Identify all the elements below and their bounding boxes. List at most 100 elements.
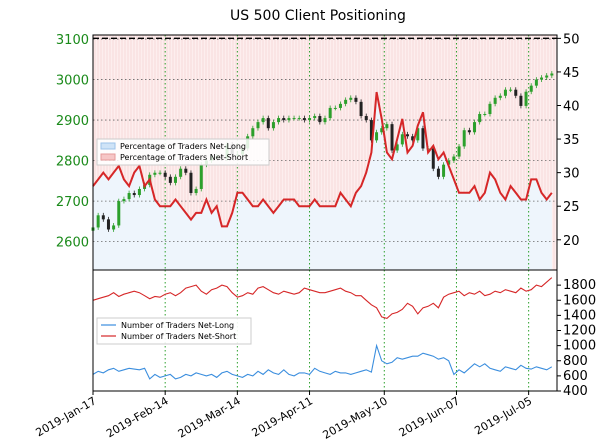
candle-body [519,95,523,106]
candle-body [168,176,172,183]
right-axis-tick-label: 30 [563,167,580,182]
top-legend-box [96,138,270,166]
candle-body [395,144,399,151]
x-axis-tick-label: 2019-May-10 [321,394,390,442]
left-axis-tick-label: 2700 [56,195,89,210]
net-long-area [93,92,552,270]
candle-body [194,188,198,194]
candle-body [292,118,296,120]
candle-body [359,101,363,117]
bottom-axis-tick-label: 1000 [563,339,596,354]
candle-body [529,85,533,92]
candle-body [364,116,368,121]
candle-body [462,130,466,147]
candle-body [106,219,110,230]
top-left-axis: 2600 2700 2800 2900 3000 3100 [56,33,89,251]
candle-body [153,172,157,175]
candle-body [503,89,507,96]
candle-body [261,118,265,123]
candle-body [277,118,281,123]
candle-body [478,114,482,123]
candle-body [271,122,275,129]
x-axis-tick-label: 2019-Jul-05 [472,394,534,437]
candle-body [256,122,260,129]
x-axis-tick-label: 2019-Jan-17 [34,394,99,439]
candle-body [550,73,554,76]
candle-body [189,172,193,194]
candle-body [338,103,342,108]
legend-swatch-net-short [100,153,116,161]
candle-body [405,134,409,137]
candle-body [498,95,502,98]
candle-body [313,116,317,119]
candle-body [282,118,286,121]
legend-label-net-long: Percentage of Traders Net-Long [120,142,246,151]
net-short-count-line [92,277,553,320]
right-axis-tick-label: 35 [563,133,580,148]
candle-body [385,124,389,129]
bottom-axis-tick-label: 400 [563,384,588,399]
top-legend: Percentage of Traders Net-Long Percentag… [96,138,270,166]
candle-body [179,168,183,177]
right-axis-tick-label: 20 [563,234,580,249]
candle-body [323,118,327,123]
candle-body [266,118,270,129]
candle-body [287,118,291,121]
right-axis-tick-label: 45 [563,66,580,81]
right-axis-tick-label: 25 [563,200,580,215]
legend-label-net-short: Percentage of Traders Net-Short [120,153,248,162]
chart-title: US 500 Client Positioning [230,8,406,24]
candle-body [122,199,126,202]
bottom-axis-tick-label: 600 [563,369,588,384]
legend-label-net-short-count: Number of Traders Net-Short [121,332,236,341]
candle-body [251,128,255,137]
candle-body [173,176,177,183]
right-axis-tick-label: 40 [563,100,580,115]
candle-body [457,146,461,157]
candle-body [509,89,513,91]
candle-body [112,225,116,230]
top-right-axis: 20 25 30 35 40 45 50 [557,32,580,249]
candle-body [421,128,425,149]
candle-body [416,128,420,141]
candle-body [354,97,358,102]
bottom-axis-tick-label: 800 [563,354,588,369]
legend-swatch-net-long [100,142,116,150]
candle-body [344,99,348,104]
x-axis: 2019-Jan-17 2019-Feb-14 2019-Mar-14 2019-Ap… [34,391,534,442]
left-axis-tick-label: 2900 [56,114,89,129]
net-short-percentage-line [92,91,553,228]
candle-body [442,164,446,177]
bottom-axis-tick-label: 1800 [563,278,596,293]
candle-body [380,128,384,133]
candle-body [390,124,394,151]
left-axis-tick-label: 2600 [56,236,89,251]
candle-body [302,118,306,121]
left-axis-tick-label: 2800 [56,155,89,170]
candle-body [184,168,188,173]
x-axis-tick-label: 2019-Apr-11 [250,394,315,439]
net-long-count-line [92,343,553,380]
x-axis-tick-label: 2019-Feb-14 [104,394,171,440]
candle-body [333,107,337,109]
candle-body [411,136,415,141]
candle-body [349,97,353,100]
candle-body [137,188,141,196]
x-axis-tick-label: 2019-Jun-07 [397,394,462,439]
candle-body [514,89,518,96]
candle-body [101,215,105,220]
candle-body [400,134,404,145]
candle-body [369,120,373,141]
candle-body [308,118,312,121]
bottom-axis-tick-label: 1400 [563,308,596,323]
bottom-legend: Number of Traders Net-Long Number of Tra… [96,317,252,345]
candle-body [436,168,440,177]
candle-body [328,107,332,119]
candle-body [318,116,322,123]
legend-label-net-long-count: Number of Traders Net-Long [121,321,234,330]
candle-body [132,193,136,196]
